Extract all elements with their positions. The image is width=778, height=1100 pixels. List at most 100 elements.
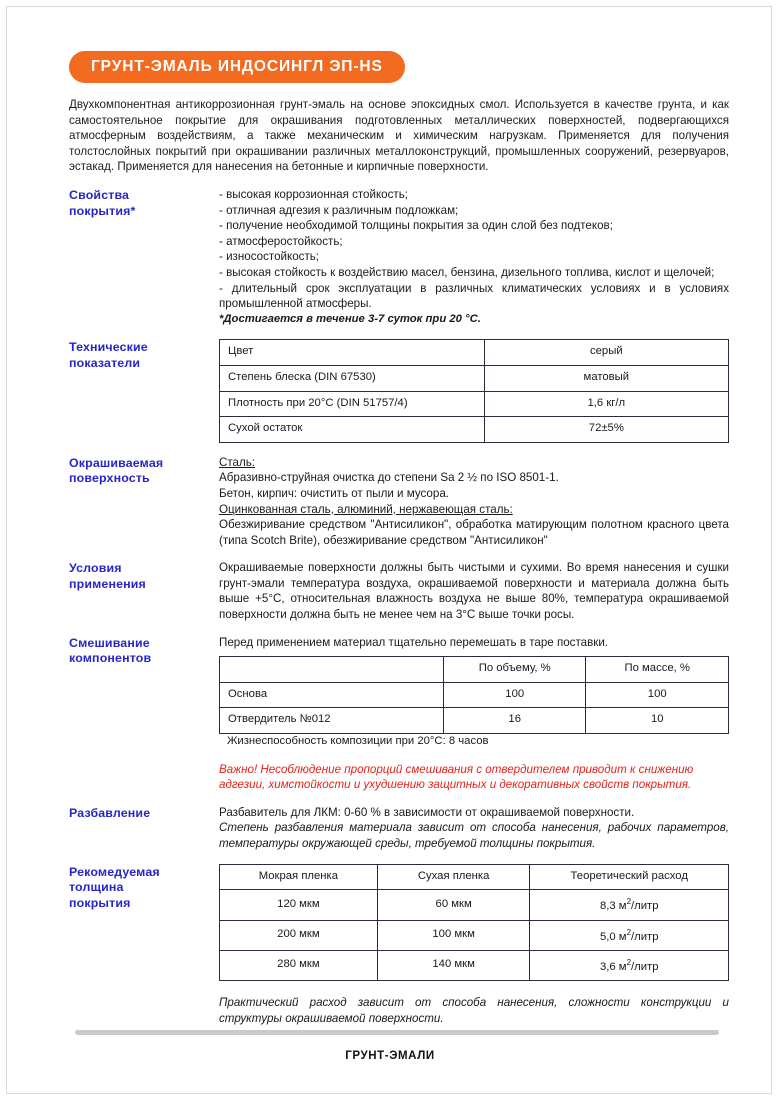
- cell-wet-film: 200 мкм: [219, 919, 378, 951]
- header-row: ГРУНТ-ЭМАЛЬ ИНДОСИНГЛ ЭП-HS: [69, 7, 729, 84]
- yield-value: 5,0 м: [599, 930, 627, 943]
- cell-theoretical-yield: 5,0 м2/литр: [529, 919, 729, 951]
- footer-label: ГРУНТ-ЭМАЛИ: [345, 1050, 435, 1062]
- cell-component: Отвердитель №012: [219, 707, 444, 735]
- cell-dry-film: 60 мкм: [376, 889, 531, 921]
- yield-unit: /литр: [631, 899, 659, 912]
- col-header-blank: [219, 656, 444, 683]
- surface-line: Оцинкованная сталь, алюминий, нержавеюща…: [219, 502, 729, 518]
- cell-by-mass: 100: [585, 681, 729, 709]
- conditions-text: Окрашиваемые поверхности должны быть чис…: [219, 561, 729, 622]
- table-row: 200 мкм 100 мкм 5,0 м2/литр: [219, 919, 729, 951]
- surface-subheading: Сталь:: [219, 455, 256, 469]
- section-label-mixing: Смешивание компонентов: [69, 635, 219, 667]
- technical-table: Цвет серый Степень блеска (DIN 67530) ма…: [219, 339, 730, 443]
- cell-property: Сухой остаток: [219, 416, 485, 443]
- label-line-2: толщина: [69, 880, 124, 895]
- label-line-1: Окрашиваемая: [69, 455, 164, 470]
- label-line-2: покрытия*: [69, 203, 136, 218]
- yield-unit: /литр: [631, 930, 659, 943]
- properties-footnote: *Достигается в течение 3-7 суток при 20 …: [219, 312, 481, 325]
- table-row: Цвет серый: [219, 339, 730, 366]
- section-body-technical: Цвет серый Степень блеска (DIN 67530) ма…: [219, 339, 730, 443]
- pot-life-note: Жизнеспособность композиции при 20°С: 8 …: [227, 735, 489, 748]
- yield-exponent: 2: [626, 927, 632, 937]
- section-mixing: Смешивание компонентов Перед применением…: [69, 635, 729, 793]
- label-line-2: показатели: [69, 355, 141, 370]
- label-line-1: Условия: [69, 561, 122, 576]
- section-thinning: Разбавление Разбавитель для ЛКМ: 0-60 % …: [69, 805, 729, 852]
- section-body-surface: Сталь: Абразивно-струйная очистка до сте…: [219, 455, 729, 549]
- table-header-row: Мокрая пленка Сухая пленка Теоретический…: [219, 863, 729, 891]
- cell-property: Степень блеска (DIN 67530): [219, 364, 485, 392]
- cell-property: Плотность при 20°С (DIN 51757/4): [219, 390, 485, 418]
- surface-line: Обезжиривание средством "Антисиликон", о…: [219, 518, 729, 547]
- yield-exponent: 2: [626, 897, 632, 907]
- list-item: - получение необходимой толщины покрытия…: [219, 219, 613, 233]
- list-item: - атмосферостойкость;: [219, 234, 343, 248]
- section-conditions: Условия применения Окрашиваемые поверхно…: [69, 560, 729, 622]
- list-item: - износостойкость;: [219, 250, 320, 264]
- footer-divider: [75, 1030, 719, 1035]
- section-label-technical: Технические показатели: [69, 339, 219, 371]
- cell-by-volume: 100: [442, 681, 587, 709]
- label-line-1: Разбавление: [69, 805, 151, 820]
- label-line-2: компонентов: [69, 651, 152, 666]
- table-header-row: По объему, % По массе, %: [219, 656, 729, 683]
- thinning-line-2: Степень разбавления материала зависит от…: [219, 821, 729, 851]
- surface-line: Бетон, кирпич: очистить от пыли и мусора…: [219, 486, 449, 500]
- mixing-table: По объему, % По массе, % Основа 100 100 …: [219, 656, 729, 735]
- yield-exponent: 2: [626, 957, 632, 967]
- yield-value: 3,6 м: [599, 960, 627, 973]
- cell-property: Цвет: [219, 339, 485, 366]
- table-row: Плотность при 20°С (DIN 51757/4) 1,6 кг/…: [219, 390, 730, 418]
- document-page: ГРУНТ-ЭМАЛЬ ИНДОСИНГЛ ЭП-HS Двухкомпонен…: [6, 6, 772, 1094]
- cell-wet-film: 120 мкм: [219, 889, 378, 921]
- list-item: - длительный срок эксплуатации в различн…: [219, 281, 729, 311]
- document-content: ГРУНТ-ЭМАЛЬ ИНДОСИНГЛ ЭП-HS Двухкомпонен…: [69, 7, 730, 1027]
- col-header-wet-film: Мокрая пленка: [219, 863, 378, 891]
- col-header-by-mass: По массе, %: [585, 656, 729, 683]
- cell-theoretical-yield: 3,6 м2/литр: [529, 949, 729, 982]
- label-line-3: покрытия: [69, 895, 131, 910]
- thinning-line-1: Разбавитель для ЛКМ: 0-60 % в зависимост…: [219, 805, 635, 819]
- yield-value: 8,3 м: [599, 899, 627, 912]
- cell-value: серый: [483, 339, 730, 366]
- mixing-warning-line-1: Важно! Несоблюдение пропорций смешивания…: [219, 762, 694, 776]
- label-line-1: Технические: [69, 340, 148, 355]
- section-label-thickness: Рекомедуемая толщина покрытия: [69, 864, 219, 912]
- cell-wet-film: 280 мкм: [219, 949, 378, 982]
- section-surface: Окрашиваемая поверхность Сталь: Абразивн…: [69, 455, 729, 549]
- label-line-2: применения: [69, 576, 146, 591]
- mixing-warning-line-2: адгезии, химстойкости и ухудшению защитн…: [219, 778, 692, 792]
- cell-theoretical-yield: 8,3 м2/литр: [529, 889, 729, 921]
- cell-value: 72±5%: [483, 416, 730, 443]
- label-line-2: поверхность: [69, 471, 150, 486]
- label-line-1: Свойства: [69, 188, 130, 203]
- table-row: Отвердитель №012 16 10: [219, 707, 729, 735]
- section-label-properties: Свойства покрытия*: [69, 187, 219, 219]
- cell-dry-film: 100 мкм: [376, 919, 531, 951]
- table-row: Основа 100 100: [219, 681, 729, 709]
- cell-component: Основа: [219, 681, 444, 709]
- table-row: 280 мкм 140 мкм 3,6 м2/литр: [219, 949, 729, 982]
- label-line-1: Смешивание: [69, 635, 150, 650]
- col-header-dry-film: Сухая пленка: [376, 863, 531, 891]
- section-body-mixing: Перед применением материал тщательно пер…: [219, 635, 729, 793]
- section-thickness: Рекомедуемая толщина покрытия Мокрая пле…: [69, 863, 729, 1027]
- table-row: Сухой остаток 72±5%: [219, 416, 730, 443]
- thickness-note: Практический расход зависит от способа н…: [219, 996, 729, 1025]
- surface-line: Абразивно-струйная очистка до степени Sa…: [219, 471, 559, 485]
- section-properties: Свойства покрытия* - высокая коррозионна…: [69, 187, 729, 327]
- section-body-properties: - высокая коррозионная стойкость; - отли…: [219, 187, 729, 327]
- table-row: 120 мкм 60 мкм 8,3 м2/литр: [219, 889, 729, 921]
- cell-by-volume: 16: [442, 707, 587, 735]
- product-title-badge: ГРУНТ-ЭМАЛЬ ИНДОСИНГЛ ЭП-HS: [69, 51, 405, 84]
- list-item: - отличная адгезия к различным подложкам…: [219, 203, 459, 217]
- col-header-theoretical-yield: Теоретический расход: [529, 863, 729, 891]
- label-line-1: Рекомедуемая: [69, 864, 160, 879]
- cell-value: 1,6 кг/л: [483, 390, 730, 418]
- col-header-by-volume: По объему, %: [442, 656, 587, 683]
- section-body-thinning: Разбавитель для ЛКМ: 0-60 % в зависимост…: [219, 805, 729, 852]
- cell-dry-film: 140 мкм: [376, 949, 531, 982]
